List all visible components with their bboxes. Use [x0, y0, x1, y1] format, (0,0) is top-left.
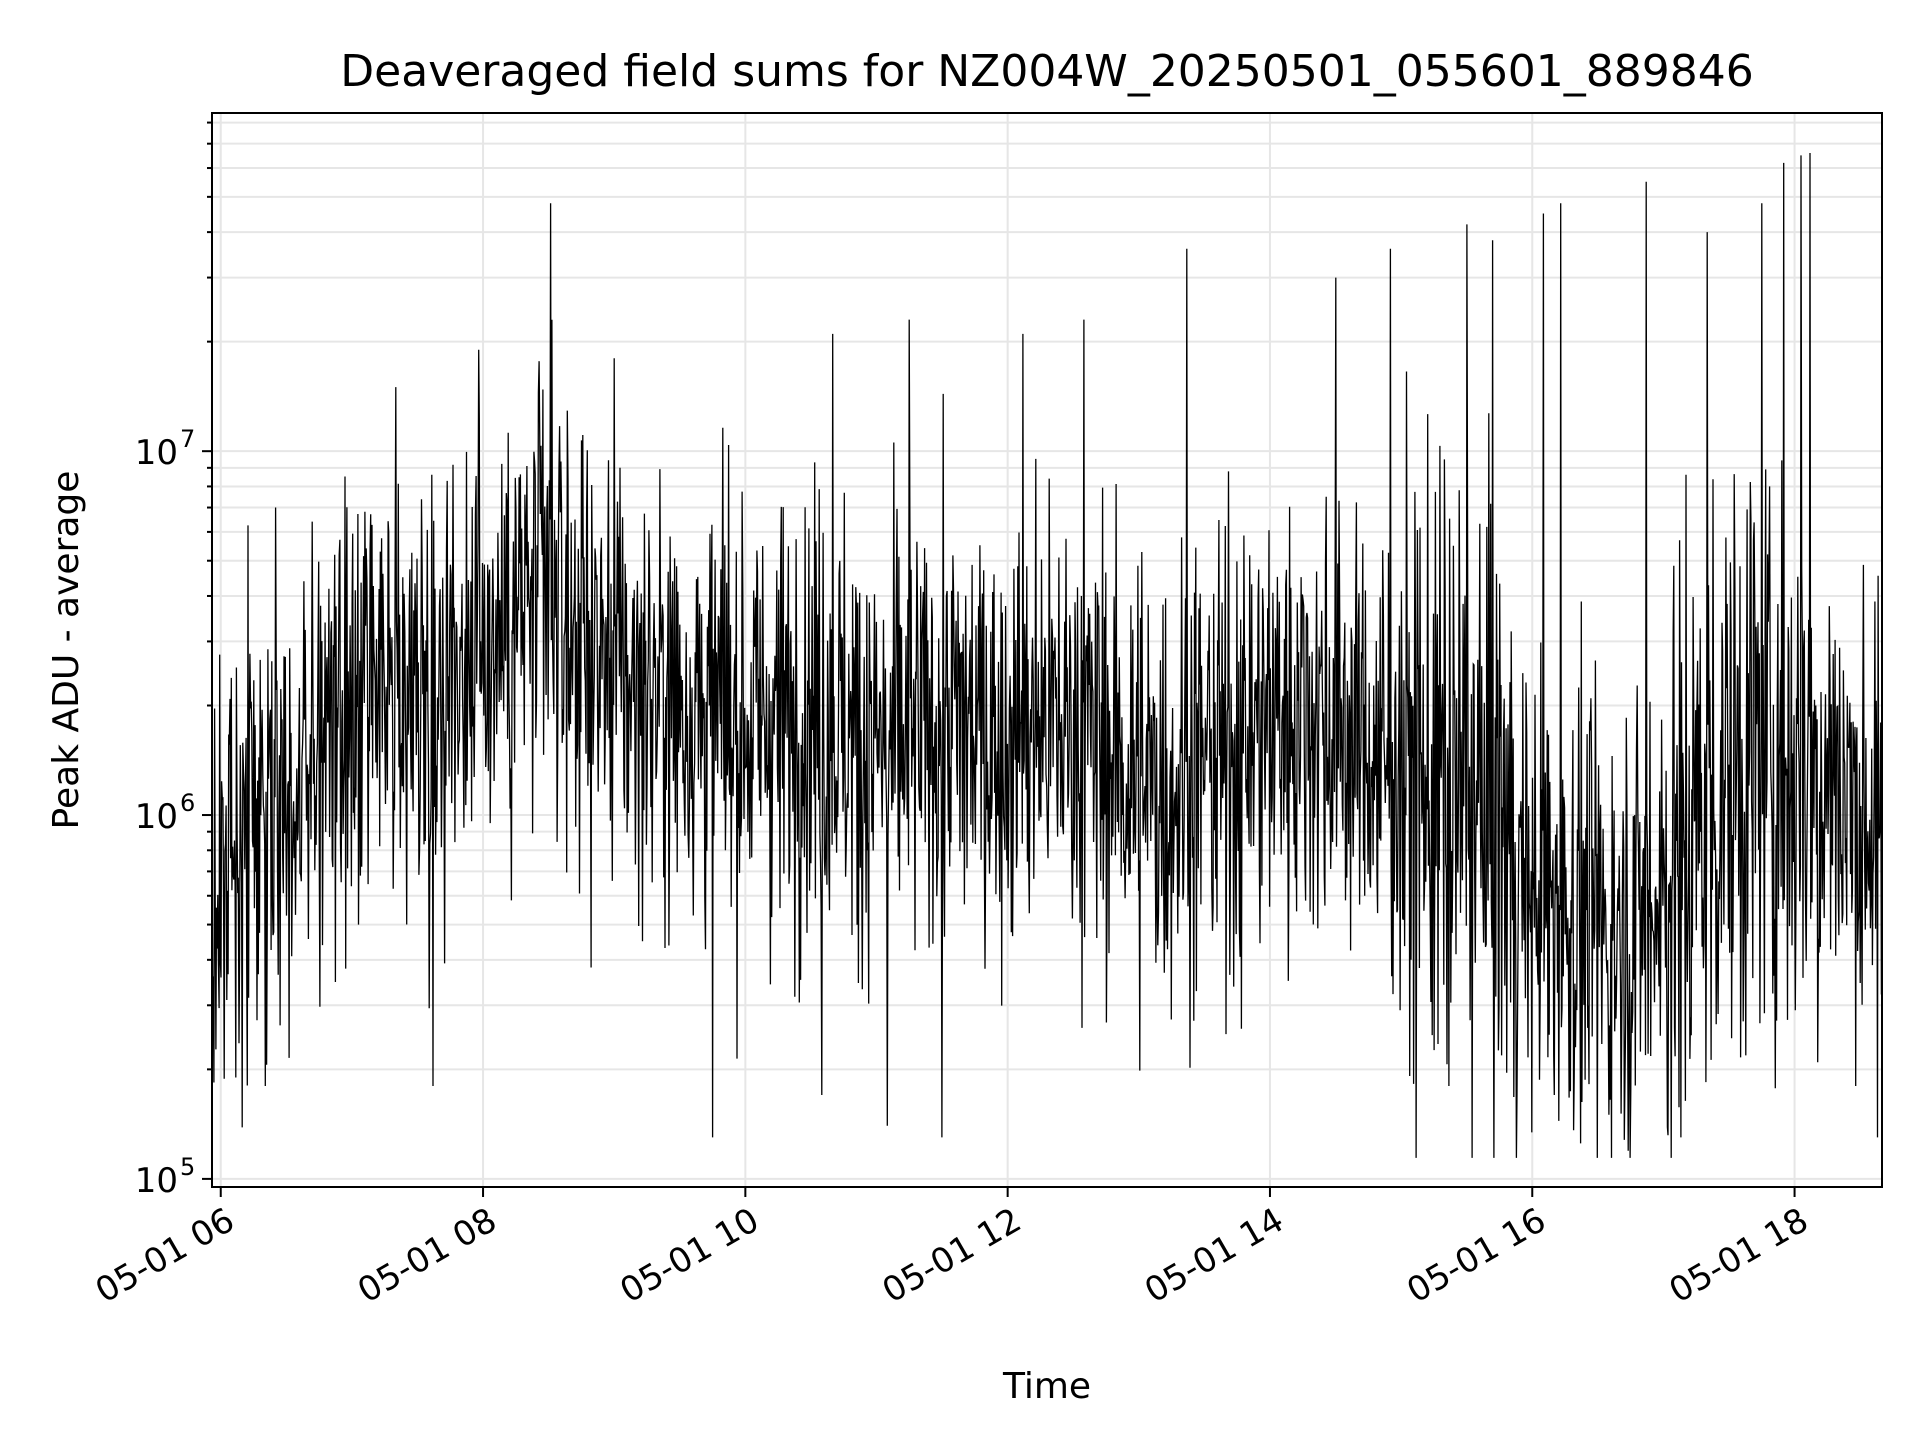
y-tick-exponent: 7 — [180, 425, 195, 453]
series-layer — [211, 152, 1883, 1158]
x-tick-label: 05-01 06 — [89, 1200, 241, 1311]
y-tick-base: 10 — [135, 1161, 178, 1201]
x-tick-label: 05-01 08 — [351, 1200, 503, 1311]
x-tick-label: 05-01 16 — [1400, 1200, 1552, 1311]
y-tick-label: 10 6 — [135, 789, 196, 837]
series-line — [211, 152, 1883, 1158]
x-tick-label: 05-01 14 — [1138, 1200, 1290, 1311]
y-tick-base: 10 — [135, 433, 178, 473]
y-tick-label: 10 7 — [135, 425, 196, 473]
y-tick-label: 10 5 — [135, 1153, 196, 1201]
y-axis-label: Peak ADU - average — [46, 471, 87, 830]
plot-frame — [211, 112, 1883, 1188]
chart-title: Deaveraged field sums for NZ004W_2025050… — [340, 46, 1753, 97]
x-tick-label: 05-01 18 — [1663, 1200, 1815, 1311]
x-tick-label: 05-01 10 — [613, 1200, 765, 1311]
y-tick-exponent: 5 — [180, 1153, 195, 1181]
x-axis-label: Time — [1002, 1366, 1091, 1407]
y-tick-base: 10 — [135, 797, 178, 837]
x-tick-label: 05-01 12 — [876, 1200, 1028, 1311]
y-tick-exponent: 6 — [180, 789, 195, 817]
